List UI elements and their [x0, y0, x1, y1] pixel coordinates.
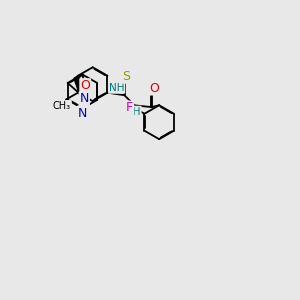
Text: CH₃: CH₃ — [53, 101, 71, 111]
Text: S: S — [122, 70, 130, 83]
Text: F: F — [126, 101, 133, 115]
Text: O: O — [149, 82, 159, 94]
Text: NH: NH — [109, 83, 124, 93]
Text: NH: NH — [125, 106, 141, 116]
Text: O: O — [80, 79, 90, 92]
Text: N: N — [78, 106, 87, 119]
Text: N: N — [80, 92, 89, 105]
